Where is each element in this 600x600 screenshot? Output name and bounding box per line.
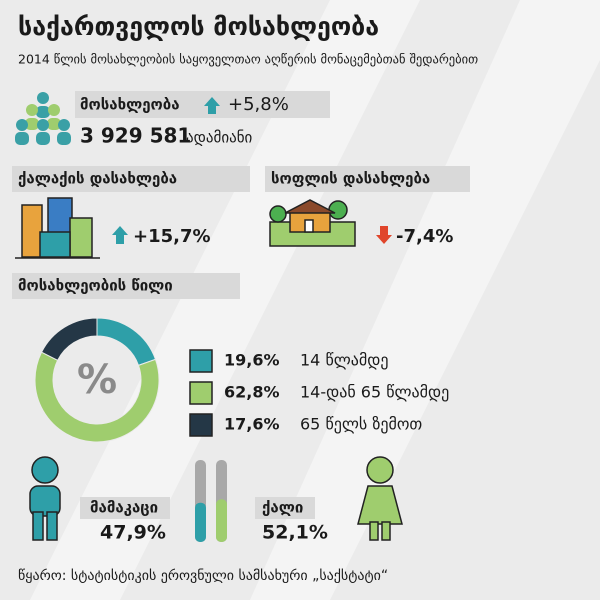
legend-value: 17,6% [224, 415, 280, 434]
stripe [30, 0, 420, 600]
female-label: ქალი [262, 499, 303, 517]
female-icon [357, 456, 403, 541]
population-count: 3 929 581 [80, 124, 191, 148]
population-unit: ადამიანი [186, 129, 253, 147]
people-icon [15, 92, 71, 145]
donut-segment [34, 351, 160, 443]
legend-label: 14-დან 65 წლამდე [300, 383, 449, 402]
rural-change: -7,4% [396, 226, 453, 247]
band [80, 497, 170, 519]
female-value: 52,1% [262, 522, 328, 544]
legend-value: 19,6% [224, 351, 280, 370]
legend: 19,6% 14 წლამდე 62,8% 14-დან 65 წლამდე 17,6%… [189, 349, 449, 437]
donut-center: % [77, 357, 117, 403]
urban-change: +15,7% [133, 226, 211, 247]
legend-label: 65 წელს ზემოთ [300, 415, 422, 434]
band [75, 91, 330, 118]
donut-chart [34, 317, 160, 443]
age-label: მოსახლეობის წილი [18, 277, 173, 295]
male-icon [29, 456, 61, 541]
up-arrow [204, 97, 220, 114]
legend-label: 14 წლამდე [300, 351, 388, 370]
band [265, 166, 470, 192]
population-label: მოსახლეობა [80, 96, 180, 114]
legend-swatch [189, 413, 213, 437]
subtitle: 2014 წლის მოსახლეობის საყოველთაო აღწერის… [18, 52, 478, 67]
gender-bar [195, 502, 206, 542]
legend-swatch [189, 381, 213, 405]
male-value: 47,9% [100, 522, 166, 544]
donut-segment [40, 317, 98, 361]
city-icon [15, 197, 100, 259]
legend-value: 62,8% [224, 383, 280, 402]
stripe [250, 0, 600, 600]
gender-bars [195, 460, 227, 542]
legend-swatch [189, 349, 213, 373]
gender-bar [216, 499, 227, 542]
band [12, 166, 250, 192]
village-icon [269, 199, 356, 247]
title: საქართველოს მოსახლეობა [18, 12, 379, 41]
band [255, 497, 315, 519]
rural-label: სოფლის დასახლება [271, 170, 430, 188]
source: წყარო: სტატისტიკის ეროვნული სამსახური „ს… [18, 567, 388, 584]
band [12, 273, 240, 299]
urban-label: ქალაქის დასახლება [18, 170, 177, 188]
down-arrow [376, 226, 392, 244]
up-arrow [112, 226, 128, 244]
male-label: მამაკაცი [90, 499, 158, 517]
population-change: +5,8% [228, 94, 289, 115]
